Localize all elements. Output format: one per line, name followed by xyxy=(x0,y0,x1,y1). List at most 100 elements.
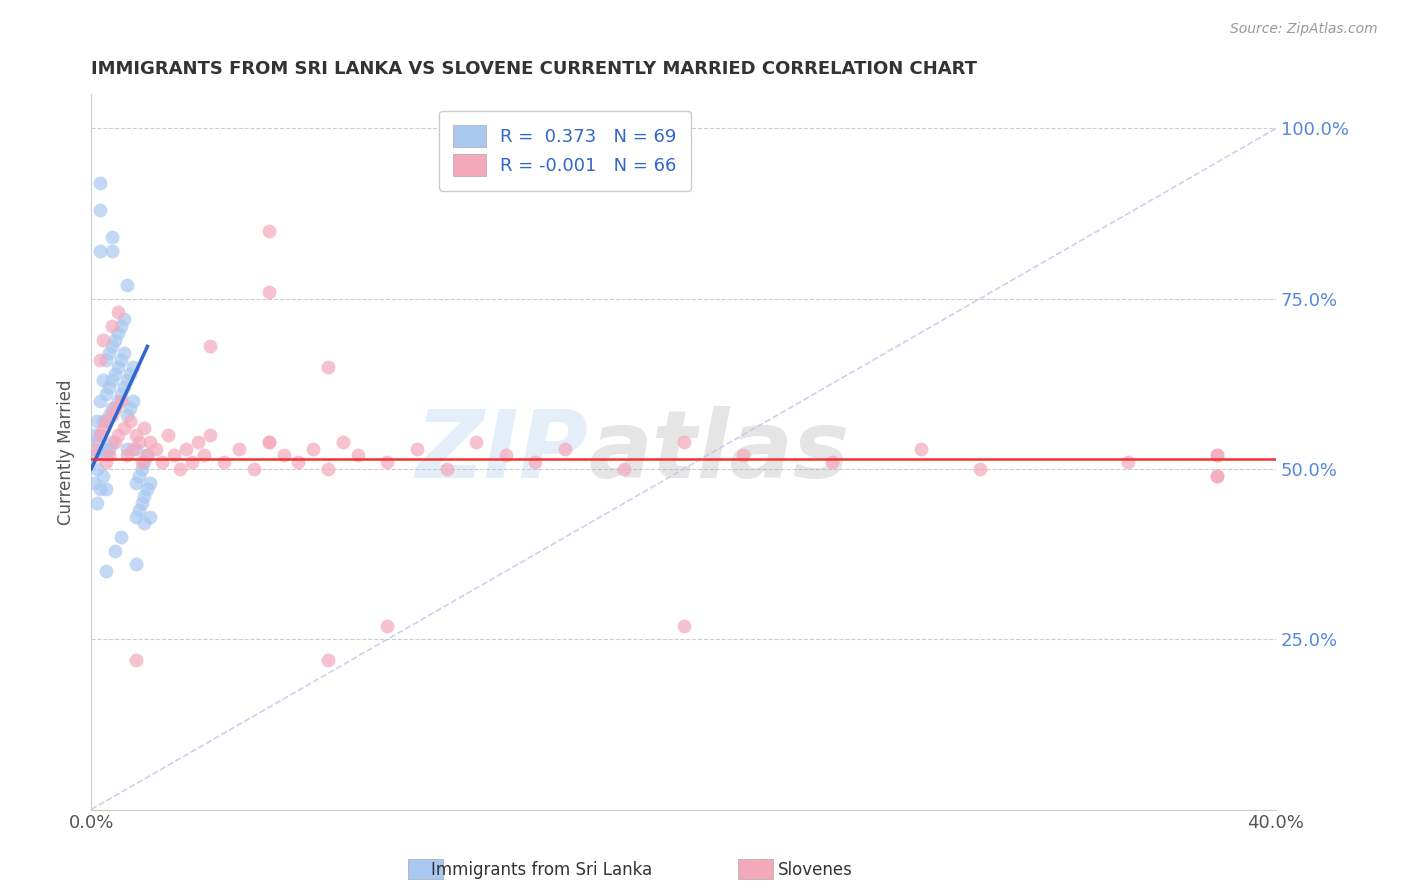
Point xyxy=(94,483,117,497)
Point xyxy=(104,333,127,347)
Point xyxy=(97,380,120,394)
Point xyxy=(124,442,146,456)
Point xyxy=(121,442,143,456)
Point xyxy=(672,618,695,632)
Point xyxy=(124,653,146,667)
Point xyxy=(1205,449,1227,463)
Point xyxy=(83,442,105,456)
Text: ZIP: ZIP xyxy=(416,406,589,498)
Point xyxy=(193,449,215,463)
Point xyxy=(115,374,138,388)
Point xyxy=(89,483,111,497)
Point xyxy=(969,462,991,476)
Point xyxy=(346,449,368,463)
Point xyxy=(112,380,135,394)
Text: atlas: atlas xyxy=(589,406,851,498)
Text: Immigrants from Sri Lanka: Immigrants from Sri Lanka xyxy=(430,861,652,879)
Point xyxy=(228,442,250,456)
Point xyxy=(163,449,186,463)
Point xyxy=(287,455,309,469)
Point xyxy=(110,318,132,333)
Point xyxy=(83,449,105,463)
Point xyxy=(316,359,339,374)
Point xyxy=(316,653,339,667)
Point xyxy=(554,442,576,456)
Point xyxy=(101,374,124,388)
Point xyxy=(302,442,325,456)
Point xyxy=(115,449,138,463)
Point xyxy=(465,434,488,449)
Point xyxy=(104,367,127,381)
Point xyxy=(89,244,111,258)
Point xyxy=(101,339,124,353)
Point xyxy=(101,230,124,244)
Y-axis label: Currently Married: Currently Married xyxy=(58,379,75,524)
Point xyxy=(198,428,221,442)
Point xyxy=(86,496,108,510)
Point xyxy=(91,468,114,483)
Point xyxy=(187,434,209,449)
Point xyxy=(524,455,547,469)
Point xyxy=(101,318,124,333)
Point xyxy=(124,509,146,524)
Point xyxy=(198,339,221,353)
Point xyxy=(89,393,111,408)
Text: Source: ZipAtlas.com: Source: ZipAtlas.com xyxy=(1230,22,1378,37)
Point xyxy=(1205,468,1227,483)
Point xyxy=(136,483,159,497)
Point xyxy=(150,455,173,469)
Point xyxy=(104,401,127,415)
Point xyxy=(91,421,114,435)
Text: IMMIGRANTS FROM SRI LANKA VS SLOVENE CURRENTLY MARRIED CORRELATION CHART: IMMIGRANTS FROM SRI LANKA VS SLOVENE CUR… xyxy=(91,60,977,78)
Point xyxy=(128,468,150,483)
Point xyxy=(94,449,117,463)
Point xyxy=(139,434,162,449)
Point xyxy=(86,434,108,449)
Point xyxy=(86,414,108,428)
Point xyxy=(97,346,120,360)
Point xyxy=(821,455,844,469)
Point xyxy=(128,503,150,517)
Point xyxy=(131,455,153,469)
Point xyxy=(1205,468,1227,483)
Point xyxy=(121,359,143,374)
Point xyxy=(97,449,120,463)
Point xyxy=(1116,455,1139,469)
Point xyxy=(83,428,105,442)
Point xyxy=(91,414,114,428)
Point xyxy=(104,401,127,415)
Point xyxy=(731,449,754,463)
Point xyxy=(136,449,159,463)
Point xyxy=(104,543,127,558)
Point xyxy=(107,305,129,319)
Point xyxy=(257,434,280,449)
Point xyxy=(86,462,108,476)
Point xyxy=(377,618,399,632)
Point xyxy=(101,434,124,449)
Point xyxy=(104,434,127,449)
Point xyxy=(180,455,202,469)
Point xyxy=(316,462,339,476)
Legend: R =  0.373   N = 69, R = -0.001   N = 66: R = 0.373 N = 69, R = -0.001 N = 66 xyxy=(439,111,692,191)
Point xyxy=(139,475,162,490)
Point xyxy=(89,203,111,218)
Point xyxy=(94,353,117,368)
Point xyxy=(131,496,153,510)
Point xyxy=(332,434,354,449)
Point xyxy=(406,442,429,456)
Point xyxy=(257,285,280,299)
Point xyxy=(134,516,156,531)
Point xyxy=(613,462,636,476)
Point xyxy=(91,333,114,347)
Point xyxy=(124,558,146,572)
Point xyxy=(94,387,117,401)
Point xyxy=(257,434,280,449)
Point xyxy=(101,401,124,415)
Point xyxy=(94,455,117,469)
Point xyxy=(672,434,695,449)
Point xyxy=(112,421,135,435)
Point xyxy=(214,455,236,469)
Point xyxy=(110,353,132,368)
Point xyxy=(107,428,129,442)
Point xyxy=(101,408,124,422)
